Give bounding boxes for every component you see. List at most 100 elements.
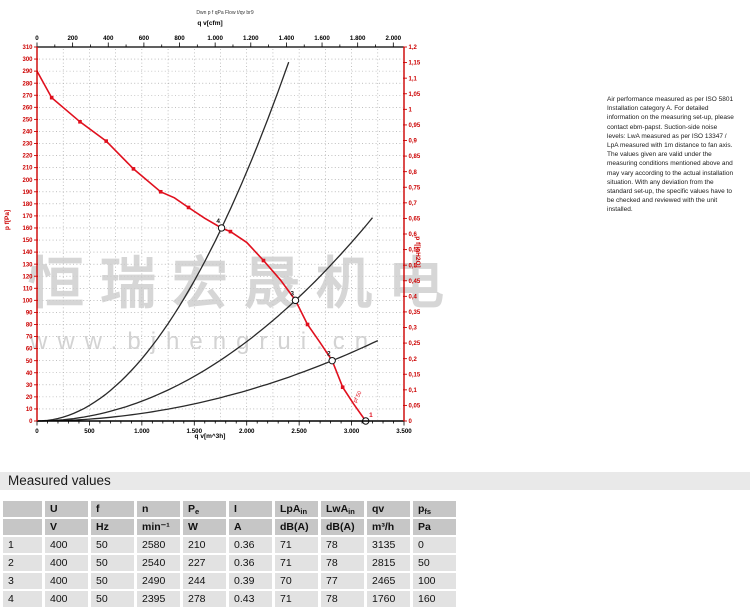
measured-values-header: Measured values: [0, 472, 750, 490]
left-axis-tick-label: 20: [26, 395, 33, 401]
top-axis-tick-label: 800: [174, 35, 185, 42]
table-cell: 0.39: [229, 573, 272, 589]
right-axis-tick-label: 0,95: [409, 123, 421, 129]
left-axis-tick-label: 0: [29, 419, 33, 425]
note-line: LpA measured with 1m distance to fan axi…: [607, 142, 733, 150]
top-axis-tick-label: 1.200: [243, 35, 259, 42]
bottom-axis-tick-label: 3.000: [344, 428, 360, 435]
left-axis-tick-label: 90: [26, 311, 33, 317]
top-axis-tick-label: 1.600: [314, 35, 330, 42]
fan-curve-marker: [158, 189, 163, 194]
left-axis-tick-label: 270: [22, 93, 33, 99]
table-header-cell: A: [229, 519, 272, 535]
left-axis-tick-label: 70: [26, 335, 33, 341]
right-axis-tick-label: 0,7: [409, 201, 418, 207]
table-cell: 0: [413, 537, 456, 553]
left-axis-tick-label: 40: [26, 371, 33, 377]
left-axis-tick-label: 250: [22, 117, 33, 123]
right-axis-tick-label: 0,55: [409, 248, 421, 254]
operating-point-label: 3: [290, 290, 294, 297]
watermark-cn: 恒瑞宏晟机电: [28, 252, 460, 315]
table-row: 4 400 50 2395 278 0.43 71 78 1760 160: [3, 591, 459, 607]
right-axis-tick-label: 0,85: [409, 154, 421, 160]
right-axis-tick-label: 0,9: [409, 139, 418, 145]
table-header-cell: dB(A): [275, 519, 318, 535]
system-curve: [37, 340, 379, 422]
table-cell: 77: [321, 573, 364, 589]
left-axis-tick-label: 190: [22, 190, 33, 196]
table-cell: 50: [91, 591, 134, 607]
table-cell: 2540: [137, 555, 180, 571]
operating-point: [328, 356, 336, 365]
left-axis-tick-label: 300: [22, 57, 33, 63]
top-axis-tick-label: 2.000: [386, 35, 402, 42]
note-line: Installation category A. For detailed: [607, 105, 709, 113]
left-axis-tick-label: 220: [22, 154, 33, 160]
table-cell: 2580: [137, 537, 180, 553]
right-axis-tick-label: 1,1: [409, 76, 418, 82]
left-axis-tick-label: 160: [22, 226, 33, 232]
right-axis-tick-label: 0,75: [409, 185, 421, 191]
note-line: may vary according to the actual install…: [607, 169, 734, 177]
system-curve: [37, 217, 374, 422]
table-header-cell: qv: [367, 501, 410, 517]
right-axis-tick-label: 0,8: [409, 170, 418, 176]
left-axis-tick-label: 130: [22, 262, 33, 268]
left-axis-tick-label: 290: [22, 69, 33, 75]
left-axis-title: p f[Pa]: [4, 210, 11, 230]
table-cell: 2395: [137, 591, 180, 607]
note-line: The values given are valid under the: [607, 151, 712, 159]
fan-performance-chart-wrap: 恒瑞宏晟机电 www.bjhengrui.cn 1 2 3 4 pf 50 0 10 20 30 40…: [4, 10, 460, 440]
watermark-url: www.bjhengrui.cn: [29, 328, 378, 355]
left-axis-tick-label: 120: [22, 274, 33, 280]
fan-curve-marker: [104, 139, 109, 143]
section-title: Measured values: [8, 473, 111, 488]
table-row: 2 400 50 2540 227 0.36 71 78 2815 50: [3, 555, 459, 571]
operating-point: [291, 296, 300, 305]
bottom-axis-tick-label: 1.000: [134, 428, 150, 435]
table-header-cell: min⁻¹: [137, 519, 180, 535]
operating-point-label: 1: [369, 412, 373, 419]
table-header-cell: W: [183, 519, 226, 535]
table-cell: 3: [3, 573, 42, 589]
fan-curve-marker: [228, 229, 233, 234]
table-header-cell: m³/h: [367, 519, 410, 535]
table-cell: 2: [3, 555, 42, 571]
note-line: contact ebm-papst. Suction-side noise: [607, 123, 718, 131]
left-axis-tick-label: 140: [22, 250, 33, 256]
bottom-axis-tick-label: 2.500: [291, 428, 307, 435]
note-line: measuring conditions mentioned above and: [607, 160, 733, 168]
fan-curve-marker: [131, 167, 136, 171]
chart-small-title: Dwn p f qPa Flow t/qv br9: [196, 10, 253, 16]
left-axis-tick-label: 100: [22, 298, 33, 304]
right-axis-tick-label: 0,45: [409, 279, 421, 285]
operating-point-label: 4: [216, 218, 220, 225]
fan-curve-marker: [49, 95, 54, 100]
table-header-cell: LwAin: [321, 501, 364, 517]
left-axis-tick-label: 10: [26, 407, 33, 413]
table-cell: 2465: [367, 573, 410, 589]
table-cell: 71: [275, 591, 318, 607]
table-cell: 3135: [367, 537, 410, 553]
table-cell: 4: [3, 591, 42, 607]
table-header-cell: pfs: [413, 501, 456, 517]
note-line: standard set-up, the specific values hav…: [607, 188, 733, 196]
top-axis-tick-label: 1.000: [207, 35, 223, 42]
operating-point-label: 2: [327, 351, 331, 358]
left-axis-tick-label: 260: [22, 105, 33, 111]
left-axis-tick-label: 110: [23, 286, 33, 292]
table-header-cell: U: [45, 501, 88, 517]
table-header-cell: [3, 519, 42, 535]
right-axis-tick-label: 0,2: [409, 357, 418, 363]
table-header-cell: Pe: [183, 501, 226, 517]
right-axis-tick-label: 0,6: [409, 232, 418, 238]
table-cell: 1: [3, 537, 42, 553]
table-header-cell: Pa: [413, 519, 456, 535]
table-cell: 160: [413, 591, 456, 607]
right-axis-tick-label: 0,4: [409, 294, 418, 300]
